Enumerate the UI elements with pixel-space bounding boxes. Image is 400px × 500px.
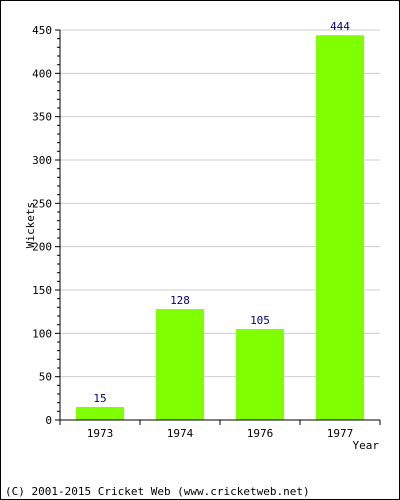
y-tick-label: 350 [32,111,52,124]
y-tick-label: 250 [32,197,52,210]
data-labels: 15 128 105 444 [93,20,350,405]
y-tick-label: 200 [32,241,52,254]
x-tick-label: 1976 [247,427,274,440]
bar-value-label: 105 [250,314,270,327]
y-ticks: 0 50 100 150 200 250 300 350 400 450 [32,24,60,427]
bar-value-label: 444 [330,20,350,33]
bar-1976 [236,329,284,420]
y-tick-label: 400 [32,67,52,80]
y-tick-label: 0 [45,414,52,427]
y-axis-title: Wickets [24,202,37,248]
bar-1974 [156,309,204,420]
x-ticks: 1973 1974 1976 1977 [59,420,381,440]
copyright-footer: (C) 2001-2015 Cricket Web (www.cricketwe… [5,485,310,498]
x-tick-label: 1974 [167,427,194,440]
bars [76,35,364,420]
x-tick-label: 1977 [327,427,354,440]
y-tick-label: 150 [32,284,52,297]
y-tick-label: 100 [32,327,52,340]
y-tick-label: 50 [39,371,52,384]
bar-1973 [76,407,124,420]
bar-value-label: 15 [93,392,106,405]
y-tick-label: 300 [32,154,52,167]
x-axis-title: Year [353,439,380,452]
y-tick-label: 450 [32,24,52,37]
bar-1977 [316,35,364,420]
bar-value-label: 128 [170,294,190,307]
x-tick-label: 1973 [87,427,114,440]
